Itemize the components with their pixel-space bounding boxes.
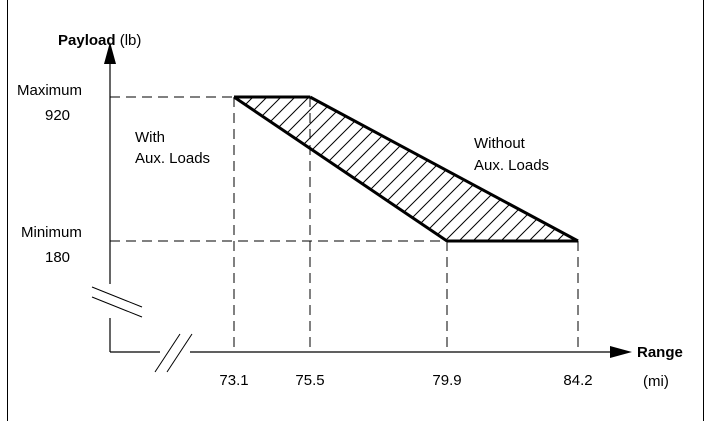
with-aux-line xyxy=(233,95,448,243)
x-tick-label-3: 84.2 xyxy=(563,372,592,389)
x-tick-labels: 73.1 75.5 79.9 84.2 xyxy=(219,372,592,389)
annotation-without-aux-line1: Without xyxy=(474,135,526,152)
annotation-without-aux-line2: Aux. Loads xyxy=(474,157,549,174)
y-tick-min-line1: Minimum xyxy=(21,224,82,241)
y-tick-max-line2: 920 xyxy=(45,107,70,124)
x-axis-unit: (mi) xyxy=(643,373,669,390)
annotation-with-aux-line2: Aux. Loads xyxy=(135,150,210,167)
y-axis-break xyxy=(91,284,143,318)
y-tick-min-line2: 180 xyxy=(45,249,70,266)
x-axis-break xyxy=(154,333,193,373)
x-tick-label-2: 79.9 xyxy=(432,372,461,389)
y-axis-arrow xyxy=(104,42,116,64)
x-tick-label-0: 73.1 xyxy=(219,372,248,389)
hatched-region xyxy=(234,97,578,241)
y-axis-label: Payload (lb) xyxy=(58,32,141,49)
x-tick-label-1: 75.5 xyxy=(295,372,324,389)
y-tick-max-line1: Maximum xyxy=(17,82,82,99)
guide-lines xyxy=(110,96,579,352)
x-axis-label: Range xyxy=(637,344,683,361)
without-aux-line xyxy=(309,95,579,243)
x-axis-arrow xyxy=(610,346,632,358)
chart-frame xyxy=(7,0,704,421)
annotation-with-aux-line1: With xyxy=(135,129,165,146)
